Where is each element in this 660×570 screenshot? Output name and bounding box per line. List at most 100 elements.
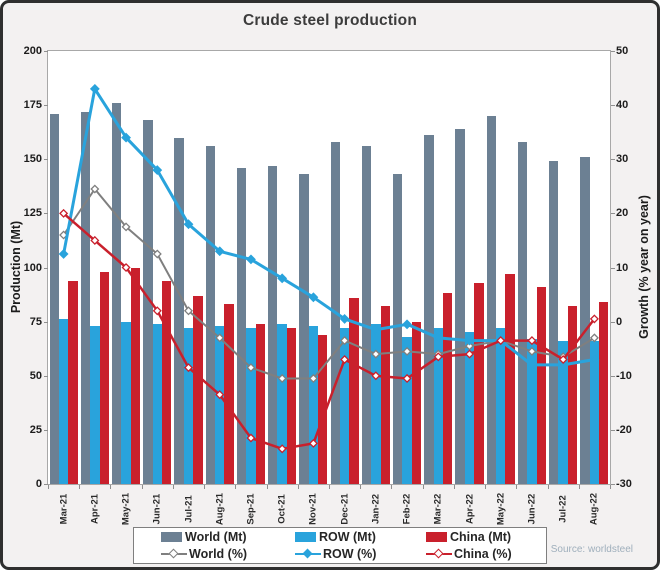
bar-world-mt <box>392 174 403 484</box>
bar-world-mt <box>174 137 184 484</box>
marker-china <box>308 438 318 448</box>
marker-row <box>402 319 412 330</box>
bar-row-mt <box>496 328 506 484</box>
x-axis-tick-label: Nov-21 <box>307 493 319 525</box>
axis-tick-mark <box>485 485 487 489</box>
axis-tick-mark <box>611 484 615 485</box>
x-axis-tick-label: Jun-22 <box>526 493 538 525</box>
marker-row <box>370 324 381 335</box>
left-axis-tick-label: 200 <box>23 45 42 57</box>
legend: World (Mt) ROW (Mt) China (Mt) World (%) ROW… <box>133 527 547 564</box>
bar-world-mt <box>455 128 465 484</box>
axis-tick-mark <box>44 213 48 215</box>
chart-title: Crude steel production <box>242 12 418 29</box>
marker-row <box>214 246 225 257</box>
bars-layer <box>48 51 610 484</box>
marker-china <box>496 336 506 346</box>
line-row <box>62 87 595 367</box>
bar-china-mt <box>349 297 359 484</box>
axis-tick-mark <box>204 485 206 489</box>
axis-tick-mark <box>611 51 615 52</box>
bar-world-mt <box>236 167 247 484</box>
marker-world <box>183 306 194 316</box>
x-axis-tick-label: Jul-22 <box>557 495 569 523</box>
bar-row-mt <box>58 319 69 484</box>
bar-world-mt <box>424 135 434 484</box>
axis-tick-mark <box>44 429 48 431</box>
marker-row <box>246 254 256 265</box>
diamond-marker-icon <box>302 548 313 559</box>
marker-china <box>527 336 537 346</box>
bar-china-mt <box>286 328 297 484</box>
x-axis-tick-label: Jan-22 <box>370 493 382 525</box>
diamond-marker-icon <box>168 548 179 559</box>
marker-china <box>59 208 69 218</box>
right-axis-tick-label: -30 <box>616 478 632 490</box>
marker-world <box>340 336 350 346</box>
left-axis-tick-label: 50 <box>29 369 42 382</box>
right-axis-tick-label: 20 <box>616 207 629 220</box>
marker-china <box>215 390 225 400</box>
bar-world-mt <box>361 146 372 484</box>
axis-tick-mark <box>422 485 424 489</box>
axis-tick-mark <box>611 159 615 161</box>
marker-china <box>371 371 381 381</box>
axis-tick-mark <box>391 485 393 489</box>
marker-world <box>152 249 162 259</box>
legend-item-row-mt: ROW (Mt) <box>268 529 399 546</box>
axis-tick-mark <box>44 484 48 485</box>
marker-world <box>308 373 318 383</box>
bar-row-mt <box>277 323 287 484</box>
axis-tick-mark <box>453 485 455 489</box>
axis-tick-mark <box>516 485 518 489</box>
x-axis-tick-label: Apr-22 <box>464 493 475 525</box>
axis-tick-mark <box>611 213 615 215</box>
bar-china-mt <box>193 295 203 484</box>
bar-china-mt <box>567 306 578 484</box>
x-axis-tick-label: May-22 <box>495 492 507 526</box>
bar-row-mt <box>215 325 225 484</box>
marker-row <box>277 273 288 284</box>
legend-swatch-world-mt <box>161 532 182 543</box>
x-axis-tick-label: Feb-22 <box>401 493 413 525</box>
x-axis-tick-label: Aug-22 <box>588 492 600 526</box>
marker-row <box>464 335 475 346</box>
marker-row <box>433 332 444 343</box>
legend-item-world: World (%) <box>134 546 268 563</box>
marker-world <box>371 349 381 359</box>
marker-row <box>89 83 100 94</box>
x-axis-tick-label: May-21 <box>120 492 132 526</box>
bar-row-mt <box>246 328 256 484</box>
right-axis-tick-label: 0 <box>616 315 623 328</box>
bar-china-mt <box>161 280 172 484</box>
marker-china <box>402 373 412 383</box>
bar-china-mt <box>224 304 234 484</box>
legend-label: China (%) <box>454 546 512 561</box>
bar-world-mt <box>49 113 59 484</box>
marker-china <box>340 354 350 365</box>
axis-tick-mark <box>44 51 48 52</box>
bar-row-mt <box>371 323 381 484</box>
bar-world-mt <box>205 146 215 484</box>
marker-china <box>90 235 100 245</box>
bar-china-mt <box>505 274 515 484</box>
axis-tick-mark <box>578 485 580 489</box>
left-axis-tick-label: 150 <box>23 153 42 166</box>
axis-tick-mark <box>141 485 143 489</box>
bar-china-mt <box>68 280 78 484</box>
bar-world-mt <box>111 102 122 484</box>
legend-item-row: ROW (%) <box>268 546 399 563</box>
growth-lines-layer <box>58 83 600 454</box>
right-axis-tick-label: 50 <box>616 45 629 57</box>
marker-row <box>308 292 319 303</box>
bar-world-mt <box>517 141 528 484</box>
marker-china <box>433 352 443 362</box>
legend-label: ROW (Mt) <box>319 530 376 545</box>
axis-tick-mark <box>611 321 615 323</box>
x-axis-tick-label: Dec-21 <box>339 493 351 525</box>
axis-tick-mark <box>611 105 615 107</box>
legend-item-world-mt: World (Mt) <box>134 529 268 546</box>
axis-tick-mark <box>44 267 48 269</box>
marker-china <box>558 354 568 365</box>
